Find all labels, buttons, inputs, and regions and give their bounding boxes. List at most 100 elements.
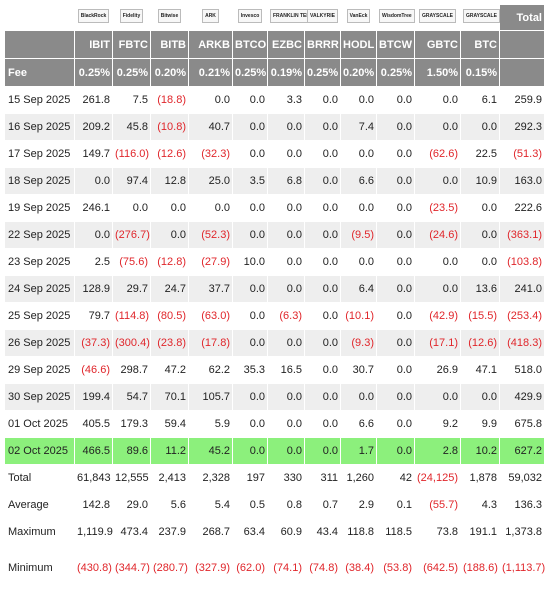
flow-value: 2,328 <box>188 464 233 492</box>
blank-cell <box>499 58 545 87</box>
flow-value: (363.1) <box>499 221 545 249</box>
fee: 0.25% <box>232 58 268 87</box>
logo-cell: BlackRock <box>74 4 113 31</box>
flow-value: 0.0 <box>340 86 377 114</box>
flow-value: 0.0 <box>304 437 341 465</box>
flow-value: (12.6) <box>150 140 189 168</box>
flow-value: (42.9) <box>414 302 461 330</box>
flow-value: 0.0 <box>150 194 189 222</box>
flow-value: 0.0 <box>267 383 305 411</box>
flow-value: (276.7) <box>112 221 151 249</box>
flow-value: 29.0 <box>112 491 151 519</box>
flow-value: (80.5) <box>150 302 189 330</box>
issuer-logo: GRAYSCALE <box>419 9 456 23</box>
flow-value: 0.0 <box>112 194 151 222</box>
issuer-logo: Fidelity <box>119 9 144 23</box>
flow-value: 1,119.9 <box>74 518 113 546</box>
flow-value: 62.2 <box>188 356 233 384</box>
flow-value: (75.6) <box>112 248 151 276</box>
ticker-row: IBIT FBTC BITB ARKB BTCO EZBC BRRR HODL BTCW GBTC… <box>4 30 545 59</box>
date: 26 Sep 2025 <box>4 329 75 357</box>
flow-value: 54.7 <box>112 383 151 411</box>
daily-row: 22 Sep 2025 0.0 (276.7) 0.0 (52.3) 0.0 0.0 0.0(… <box>4 221 545 249</box>
flow-value: 0.0 <box>414 248 461 276</box>
flow-value: (62.0) <box>232 545 268 591</box>
flow-value: 0.0 <box>267 194 305 222</box>
flow-value: 237.9 <box>150 518 189 546</box>
summary-label: Minimum <box>4 545 75 591</box>
flow-value: 43.4 <box>304 518 341 546</box>
flow-value: 0.0 <box>460 113 500 141</box>
issuer-logo: ARK <box>202 9 219 23</box>
logo-cell: GRAYSCALE <box>460 4 500 31</box>
ticker: BTCO <box>232 30 268 59</box>
flow-value: (74.1) <box>267 545 305 591</box>
daily-row: 19 Sep 2025 246.1 0.0 0.0 0.0 0.0 0.0 0.0 0.0 0.0… <box>4 194 545 222</box>
flow-value: (116.0) <box>112 140 151 168</box>
flow-value: 0.0 <box>232 302 268 330</box>
flow-value: 0.0 <box>376 140 415 168</box>
flow-value: (280.7) <box>150 545 189 591</box>
ticker: BRRR <box>304 30 341 59</box>
summary-label: Total <box>4 464 75 492</box>
daily-row: 16 Sep 2025 209.2 45.8 (10.8) 40.7 0.0 0.0 0.0 7… <box>4 113 545 141</box>
flow-value: (17.1) <box>414 329 461 357</box>
date: 22 Sep 2025 <box>4 221 75 249</box>
flow-value: 42 <box>376 464 415 492</box>
flow-value: 26.9 <box>414 356 461 384</box>
date: 17 Sep 2025 <box>4 140 75 168</box>
flow-value: (9.5) <box>340 221 377 249</box>
ticker: HODL <box>340 30 377 59</box>
flow-value: 73.8 <box>414 518 461 546</box>
flow-value: 0.1 <box>376 491 415 519</box>
issuer-logo: FRANKLIN TEMPLETON <box>270 9 310 23</box>
fee: 0.25% <box>74 58 113 87</box>
flow-value: 35.3 <box>232 356 268 384</box>
daily-row: 30 Sep 2025 199.4 54.7 70.1 105.7 0.0 0.0 0.0 0.… <box>4 383 545 411</box>
flow-value: 47.2 <box>150 356 189 384</box>
flow-value: 13.6 <box>460 275 500 303</box>
flow-value: (344.7) <box>112 545 151 591</box>
flow-value: 105.7 <box>188 383 233 411</box>
logo-cell: VALKYRIE <box>304 4 341 31</box>
flow-value: 0.0 <box>414 113 461 141</box>
flow-value: (1,113.7) <box>499 545 545 591</box>
flow-value: 0.0 <box>340 248 377 276</box>
flow-value: (55.7) <box>414 491 461 519</box>
flow-value: 45.8 <box>112 113 151 141</box>
flow-value: 5.9 <box>188 410 233 438</box>
fee: 0.25% <box>304 58 341 87</box>
flow-value: 0.0 <box>232 194 268 222</box>
flow-value: 199.4 <box>74 383 113 411</box>
flow-value: 24.7 <box>150 275 189 303</box>
flow-value: (10.1) <box>340 302 377 330</box>
logo-cell: Invesco <box>232 4 268 31</box>
flow-value: 0.0 <box>304 113 341 141</box>
flow-value: 6.6 <box>340 410 377 438</box>
flow-value: 10.9 <box>460 167 500 195</box>
flow-value: (12.6) <box>460 329 500 357</box>
flow-value: 197 <box>232 464 268 492</box>
flow-value: 128.9 <box>74 275 113 303</box>
flow-value: 0.0 <box>376 86 415 114</box>
flow-value: 22.5 <box>460 140 500 168</box>
flow-value: (12.8) <box>150 248 189 276</box>
flow-value: 0.0 <box>232 329 268 357</box>
flow-value: 0.0 <box>304 86 341 114</box>
flow-value: 429.9 <box>499 383 545 411</box>
flow-value: 7.4 <box>340 113 377 141</box>
flow-value: 627.2 <box>499 437 545 465</box>
summary-label: Maximum <box>4 518 75 546</box>
flow-value: (23.5) <box>414 194 461 222</box>
fee: 0.20% <box>150 58 189 87</box>
flow-value: 292.3 <box>499 113 545 141</box>
flow-value: (18.8) <box>150 86 189 114</box>
flow-value: (10.8) <box>150 113 189 141</box>
flow-value: (188.6) <box>460 545 500 591</box>
flow-value: 40.7 <box>188 113 233 141</box>
summary-row: Minimum (430.8) (344.7) (280.7) (327.9) (62.0… <box>4 545 545 591</box>
flow-value: 311 <box>304 464 341 492</box>
flow-value: 0.0 <box>376 221 415 249</box>
logo-cell: VanEck <box>340 4 377 31</box>
fee: 0.25% <box>112 58 151 87</box>
